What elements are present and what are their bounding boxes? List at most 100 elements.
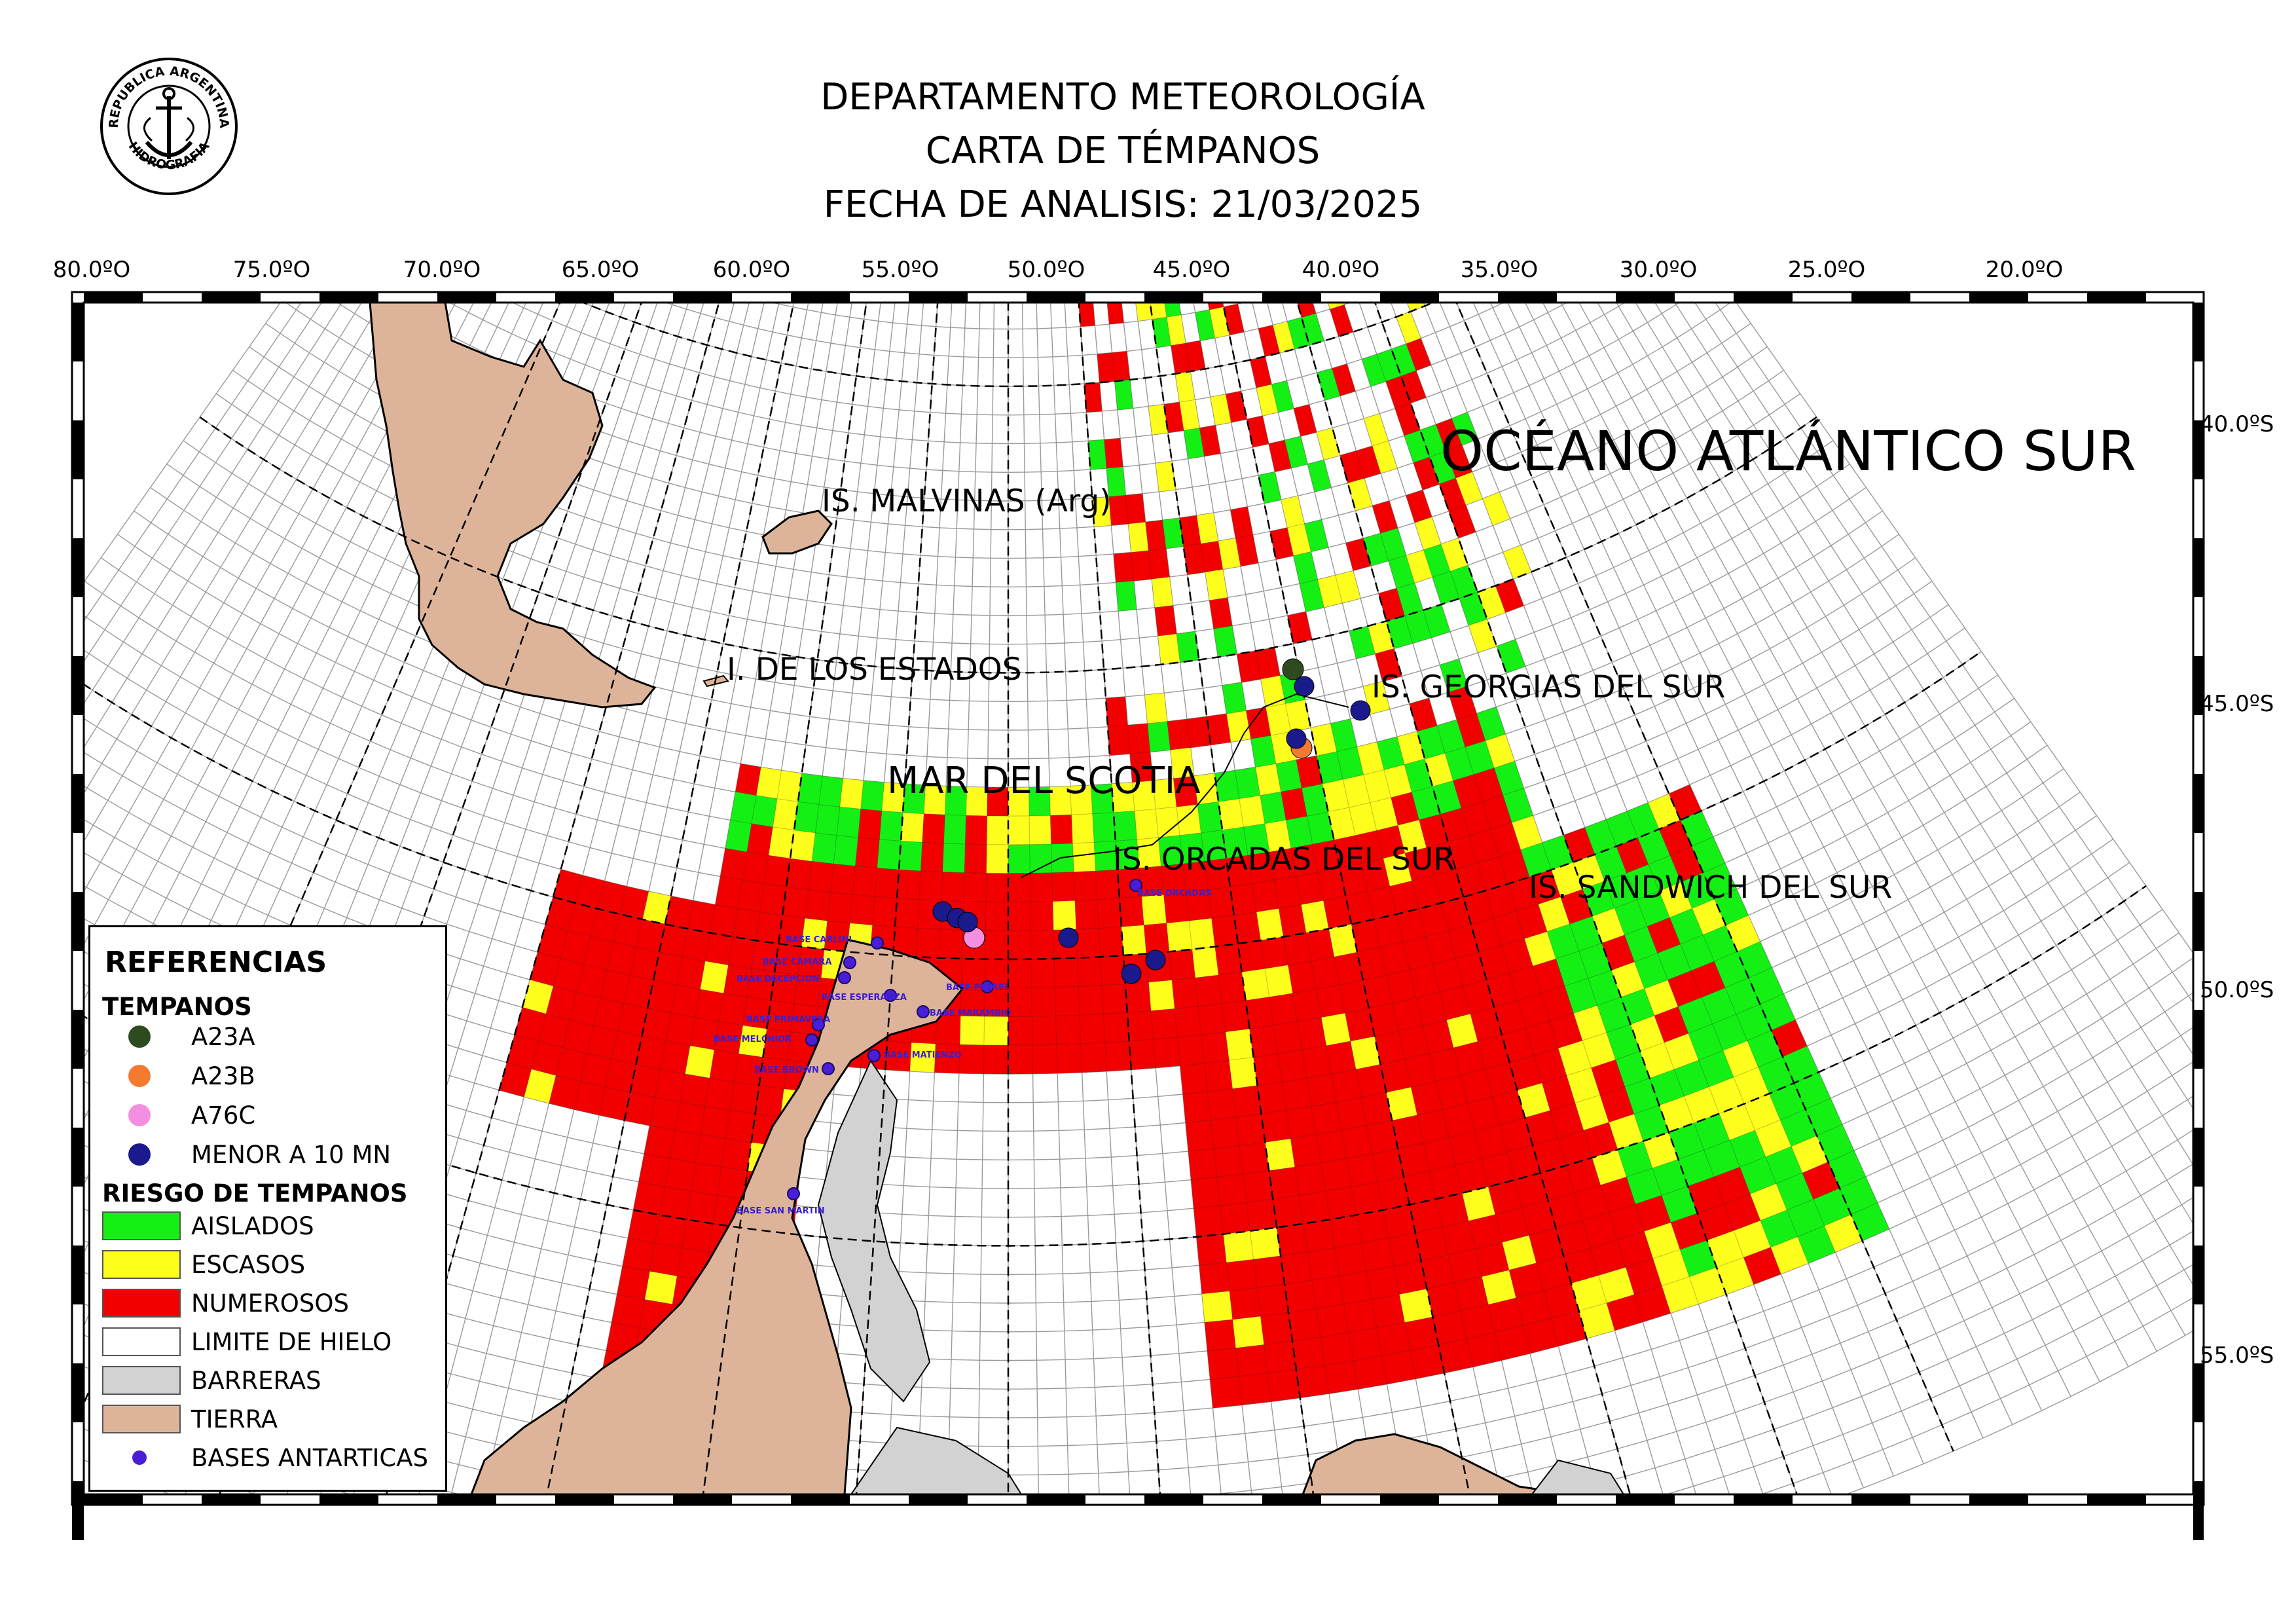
risk-cell <box>1185 1120 1214 1152</box>
risk-cell <box>659 1186 692 1220</box>
risk-cell <box>1222 1230 1254 1263</box>
frame-tick <box>2193 1246 2204 1304</box>
risk-cell <box>1303 1219 1336 1253</box>
lon-label: 50.0ºO <box>1007 257 1085 283</box>
risk-cell <box>1290 1134 1321 1168</box>
risk-cell <box>1125 982 1152 1013</box>
risk-cell <box>983 1044 1009 1075</box>
risk-cell <box>1348 1327 1383 1361</box>
risk-cell <box>718 993 748 1026</box>
risk-cell <box>1207 1348 1239 1380</box>
risk-cell <box>1134 808 1159 840</box>
risk-cell <box>1030 901 1054 931</box>
risk-cell <box>1374 648 1402 682</box>
frame-tick <box>202 1494 261 1505</box>
risk-cell <box>1226 1259 1258 1292</box>
risk-cell <box>808 860 834 893</box>
risk-cell <box>1253 1053 1283 1086</box>
grid-meridian <box>1597 303 2186 1336</box>
lat-label: 45.0ºS <box>2200 691 2274 717</box>
risk-cell <box>943 814 967 845</box>
frame-tick <box>84 292 143 303</box>
risk-cell <box>1180 1063 1209 1095</box>
risk-cell <box>1104 1041 1132 1072</box>
legend-item-escasos: ESCASOS <box>102 1249 305 1280</box>
frame-tick <box>319 292 378 303</box>
risk-cell <box>622 1238 655 1272</box>
base-label-carlini: BASE CARLINI <box>786 935 852 945</box>
antarctic-base-marker <box>884 989 897 1002</box>
risk-cell <box>1008 1016 1033 1046</box>
place-orcadas-del-sur: IS. ORCADAS DEL SUR <box>1113 841 1455 877</box>
risk-cell <box>1008 872 1031 903</box>
risk-cell <box>1272 1194 1304 1228</box>
ice-limit-line <box>1021 693 1349 878</box>
risk-cell <box>1298 1190 1331 1225</box>
frame-tick <box>72 1363 84 1422</box>
hidrografia-seal-logo: REPUBLICA ARGENTINA HIDROGRAFIA <box>100 58 238 195</box>
frame-tick <box>1380 1494 1439 1505</box>
place-isla-de-los-estados: I. DE LOS ESTADOS <box>727 652 1022 688</box>
small-iceberg-marker <box>957 912 978 932</box>
risk-cell <box>1119 896 1144 927</box>
risk-cell <box>1147 721 1171 752</box>
risk-cell <box>1100 955 1126 986</box>
risk-cell <box>1238 1373 1272 1406</box>
legend-item-tierra: TIERRA <box>102 1403 278 1435</box>
lat-label: 40.0ºS <box>2200 411 2274 437</box>
risk-cell <box>964 815 988 845</box>
grid-meridian <box>1735 303 2193 954</box>
frame-tick <box>1851 1494 1910 1505</box>
legend-item-a76c: A76C <box>102 1099 255 1131</box>
graticule-meridian <box>546 303 795 1494</box>
risk-cell <box>1277 1049 1307 1082</box>
risk-cell <box>1148 548 1170 580</box>
risk-cell <box>958 1044 985 1075</box>
risk-cell <box>1343 1299 1377 1333</box>
graticule-parallel <box>581 303 1436 388</box>
risk-cell <box>1008 901 1032 931</box>
base-label-decepcion: BASE DECEPCION <box>737 974 820 984</box>
risk-cell <box>1031 987 1057 1017</box>
risk-cell <box>699 961 729 994</box>
risk-cell <box>1273 1021 1303 1054</box>
frame-tick <box>909 292 968 303</box>
legend-panel: REFERENCIAS TEMPANOS A23A A23B A76C MENO… <box>88 925 447 1492</box>
risk-cell <box>1151 576 1174 608</box>
risk-cell <box>1113 552 1135 583</box>
lon-label: 70.0ºO <box>403 257 481 283</box>
risk-cell <box>985 872 1009 903</box>
frame-tick <box>2193 1481 2204 1540</box>
risk-cell <box>1204 1319 1237 1352</box>
risk-cell <box>1406 337 1432 371</box>
risk-cell <box>1220 1202 1250 1235</box>
risk-cell <box>1229 1287 1261 1320</box>
small-iceberg-marker <box>1286 728 1307 749</box>
grid-meridian <box>1578 303 2158 1352</box>
risk-cell <box>1410 1344 1445 1380</box>
land-masses <box>369 303 1625 1494</box>
risk-cell <box>1114 379 1134 411</box>
frame-tick <box>1027 1494 1085 1505</box>
risk-cell <box>1330 718 1358 752</box>
risk-cell <box>1032 1044 1058 1075</box>
risk-cell <box>1080 1042 1107 1073</box>
risk-cell <box>727 936 756 969</box>
risk-cell <box>1267 1369 1301 1402</box>
risk-cell <box>985 930 1009 960</box>
risk-cell <box>964 843 987 874</box>
risk-cell <box>649 1097 681 1131</box>
frame-tick <box>202 292 261 303</box>
risk-cell <box>814 803 841 836</box>
risk-cell <box>1256 1283 1289 1317</box>
risk-cell <box>1167 718 1192 750</box>
risk-cell <box>1098 926 1124 957</box>
grid-meridian <box>1542 303 2100 1382</box>
risk-cell <box>1303 519 1329 553</box>
risk-cell <box>1225 1028 1254 1061</box>
risk-cell <box>1127 1010 1154 1042</box>
risk-cell <box>1294 1162 1326 1196</box>
risk-cell <box>858 808 883 840</box>
graticule-meridian <box>1455 303 1954 1452</box>
frame-tick <box>72 656 84 715</box>
